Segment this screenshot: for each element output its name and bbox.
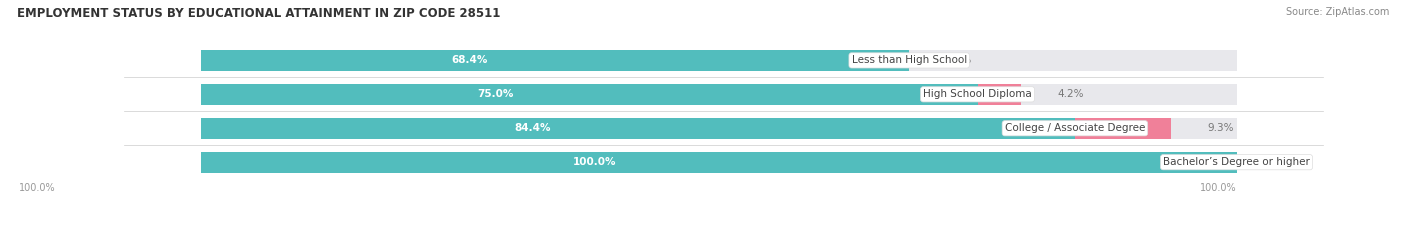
Bar (201, 152, 1236, 173)
Text: 9.3%: 9.3% (1208, 123, 1234, 133)
Text: 0.0%: 0.0% (1272, 157, 1299, 167)
Text: College / Associate Degree: College / Associate Degree (1005, 123, 1144, 133)
Bar (201, 118, 1076, 139)
Bar (1076, 118, 1171, 139)
Text: Source: ZipAtlas.com: Source: ZipAtlas.com (1285, 7, 1389, 17)
Bar (201, 50, 1236, 71)
Text: 68.4%: 68.4% (451, 55, 488, 65)
Text: 4.2%: 4.2% (1057, 89, 1084, 99)
Bar (201, 50, 910, 71)
Bar (201, 84, 977, 105)
Text: 100.0%: 100.0% (1199, 183, 1236, 193)
Text: 84.4%: 84.4% (515, 123, 551, 133)
Bar (201, 84, 1236, 105)
Text: 100.0%: 100.0% (572, 157, 616, 167)
Bar (977, 84, 1021, 105)
Text: 100.0%: 100.0% (20, 183, 56, 193)
Text: Bachelor’s Degree or higher: Bachelor’s Degree or higher (1163, 157, 1310, 167)
Text: 0.0%: 0.0% (945, 55, 972, 65)
Text: High School Diploma: High School Diploma (924, 89, 1032, 99)
Bar (201, 152, 1236, 173)
Text: 75.0%: 75.0% (478, 89, 515, 99)
Text: EMPLOYMENT STATUS BY EDUCATIONAL ATTAINMENT IN ZIP CODE 28511: EMPLOYMENT STATUS BY EDUCATIONAL ATTAINM… (17, 7, 501, 20)
Text: Less than High School: Less than High School (852, 55, 967, 65)
Bar (201, 118, 1236, 139)
